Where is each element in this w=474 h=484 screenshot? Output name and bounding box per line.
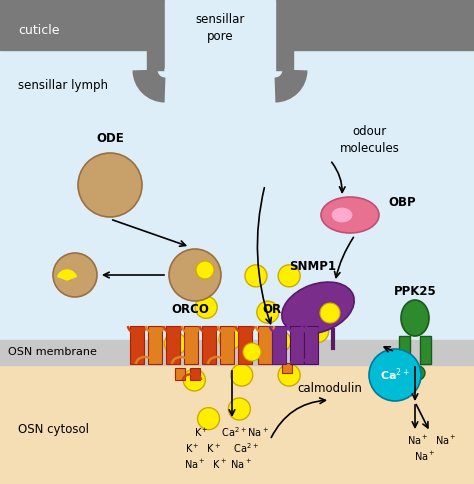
Circle shape: [53, 253, 97, 297]
Text: sensillar lymph: sensillar lymph: [18, 78, 108, 91]
Bar: [258, 326, 272, 364]
Bar: [399, 336, 410, 364]
Circle shape: [278, 265, 300, 287]
Text: OSN membrane: OSN membrane: [8, 347, 97, 357]
Ellipse shape: [401, 300, 429, 336]
Circle shape: [196, 261, 214, 279]
Circle shape: [195, 296, 217, 318]
Circle shape: [369, 349, 421, 401]
Bar: [202, 326, 216, 364]
Bar: [130, 326, 144, 364]
Text: OR: OR: [263, 303, 282, 316]
Circle shape: [243, 343, 261, 361]
Bar: [165, 0, 275, 75]
Circle shape: [78, 153, 142, 217]
Bar: [304, 326, 318, 364]
Circle shape: [257, 301, 279, 323]
Bar: [147, 0, 165, 70]
Text: calmodulin: calmodulin: [298, 381, 363, 394]
Text: odour
molecules: odour molecules: [340, 125, 400, 155]
Text: Na$^+$: Na$^+$: [414, 450, 436, 463]
Bar: [420, 336, 431, 364]
Text: Ca$^{2+}$: Ca$^{2+}$: [380, 367, 410, 383]
Text: OSN cytosol: OSN cytosol: [18, 424, 89, 437]
Bar: [148, 326, 162, 364]
Bar: [0, 360, 474, 484]
Text: Na$^+$  K$^+$ Na$^+$: Na$^+$ K$^+$ Na$^+$: [184, 457, 252, 470]
Bar: [272, 326, 286, 364]
Circle shape: [269, 330, 291, 352]
Text: PPK25: PPK25: [393, 285, 437, 298]
Ellipse shape: [165, 60, 275, 80]
Circle shape: [169, 249, 221, 301]
Bar: [290, 326, 304, 364]
Ellipse shape: [321, 197, 379, 233]
Text: ORCO: ORCO: [171, 303, 209, 316]
Bar: [282, 363, 292, 373]
Bar: [220, 326, 234, 364]
Circle shape: [278, 364, 300, 386]
Bar: [275, 0, 293, 70]
Ellipse shape: [331, 207, 353, 223]
Bar: [175, 368, 185, 380]
Circle shape: [183, 369, 205, 391]
Circle shape: [307, 320, 328, 343]
Circle shape: [320, 303, 340, 323]
Text: ODE: ODE: [96, 132, 124, 145]
Circle shape: [164, 333, 186, 355]
Wedge shape: [58, 270, 76, 280]
Bar: [184, 326, 198, 364]
Text: Na$^+$  Na$^+$: Na$^+$ Na$^+$: [407, 434, 457, 447]
Circle shape: [228, 398, 250, 420]
Text: SNMP1: SNMP1: [290, 260, 337, 273]
Circle shape: [245, 265, 267, 287]
Ellipse shape: [405, 365, 425, 381]
Text: K$^+$    Ca$^{2+}$Na$^+$: K$^+$ Ca$^{2+}$Na$^+$: [194, 425, 270, 439]
Circle shape: [198, 408, 219, 430]
Circle shape: [231, 364, 253, 386]
Bar: [0, 340, 474, 365]
Bar: [166, 326, 180, 364]
Text: cuticle: cuticle: [18, 24, 60, 36]
Bar: [190, 368, 200, 380]
Ellipse shape: [282, 282, 354, 334]
Text: sensillar
pore: sensillar pore: [195, 13, 245, 43]
Circle shape: [219, 328, 241, 350]
Text: OBP: OBP: [388, 197, 416, 210]
Bar: [238, 326, 252, 364]
Text: K$^+$  K$^+$    Ca$^{2+}$: K$^+$ K$^+$ Ca$^{2+}$: [185, 441, 259, 455]
Bar: [0, 0, 474, 50]
